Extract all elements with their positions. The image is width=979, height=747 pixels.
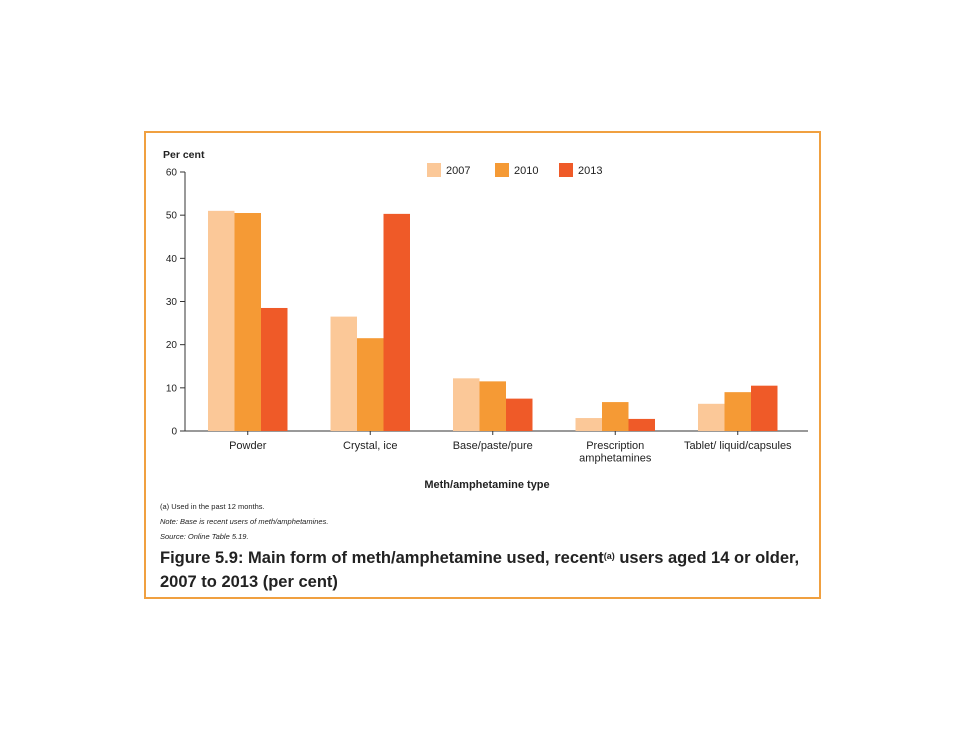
x-axis-title: Meth/amphetamine type bbox=[424, 479, 549, 491]
caption-main: Figure 5.9: Main form of meth/amphetamin… bbox=[160, 549, 604, 567]
y-axis-title: Per cent bbox=[163, 149, 205, 161]
y-tick-label: 40 bbox=[166, 254, 178, 265]
legend-swatch bbox=[559, 163, 573, 177]
note-base: Note: Base is recent users of meth/amphe… bbox=[160, 517, 329, 526]
y-tick-label: 10 bbox=[166, 383, 178, 394]
legend-swatch bbox=[427, 163, 441, 177]
bar bbox=[479, 381, 506, 431]
x-tick-label: Base/paste/pure bbox=[453, 440, 533, 452]
y-tick-label: 0 bbox=[171, 427, 177, 438]
bar bbox=[698, 403, 725, 431]
bar bbox=[234, 213, 261, 431]
bar bbox=[506, 398, 533, 431]
legend: 2007 2010 2013 bbox=[427, 163, 602, 177]
bars bbox=[208, 210, 778, 431]
x-tick-label: Crystal, ice bbox=[343, 440, 397, 452]
bar bbox=[208, 210, 235, 431]
x-tick-label: Tablet/ liquid/capsules bbox=[684, 440, 792, 452]
bar bbox=[602, 402, 629, 431]
bar bbox=[628, 418, 655, 431]
note-source: Source: Online Table 5.19. bbox=[160, 532, 249, 541]
caption-superscript: (a) bbox=[603, 551, 615, 561]
bar bbox=[261, 307, 288, 431]
bar bbox=[453, 378, 480, 431]
bar bbox=[383, 213, 410, 431]
figure-notes: (a) Used in the past 12 months. Note: Ba… bbox=[160, 499, 328, 544]
figure-frame bbox=[144, 131, 821, 599]
bar bbox=[751, 385, 778, 431]
x-tick-label: Powder bbox=[229, 440, 267, 452]
legend-label: 2013 bbox=[578, 165, 602, 177]
axis-labels: 0 10 20 30 40 50 60 Per cent Powder Crystal, ice B… bbox=[163, 149, 792, 491]
legend-label: 2010 bbox=[514, 165, 538, 177]
bar bbox=[724, 392, 751, 431]
x-tick-label: Prescription bbox=[586, 440, 644, 452]
x-tick-label: amphetamines bbox=[579, 453, 652, 465]
note-used-past-12-months: (a) Used in the past 12 months. bbox=[160, 502, 265, 511]
bar bbox=[575, 418, 602, 431]
y-tick-label: 50 bbox=[166, 211, 178, 222]
y-tick-label: 60 bbox=[166, 168, 178, 179]
caption-rest: users aged 14 or older, 2007 to 2013 (pe… bbox=[160, 549, 800, 591]
y-tick-label: 30 bbox=[166, 297, 178, 308]
bar bbox=[357, 338, 384, 431]
y-tick-label: 20 bbox=[166, 340, 178, 351]
legend-swatch bbox=[495, 163, 509, 177]
legend-label: 2007 bbox=[446, 165, 470, 177]
bar bbox=[330, 316, 357, 431]
figure-caption: Figure 5.9: Main form of meth/amphetamin… bbox=[160, 546, 800, 594]
